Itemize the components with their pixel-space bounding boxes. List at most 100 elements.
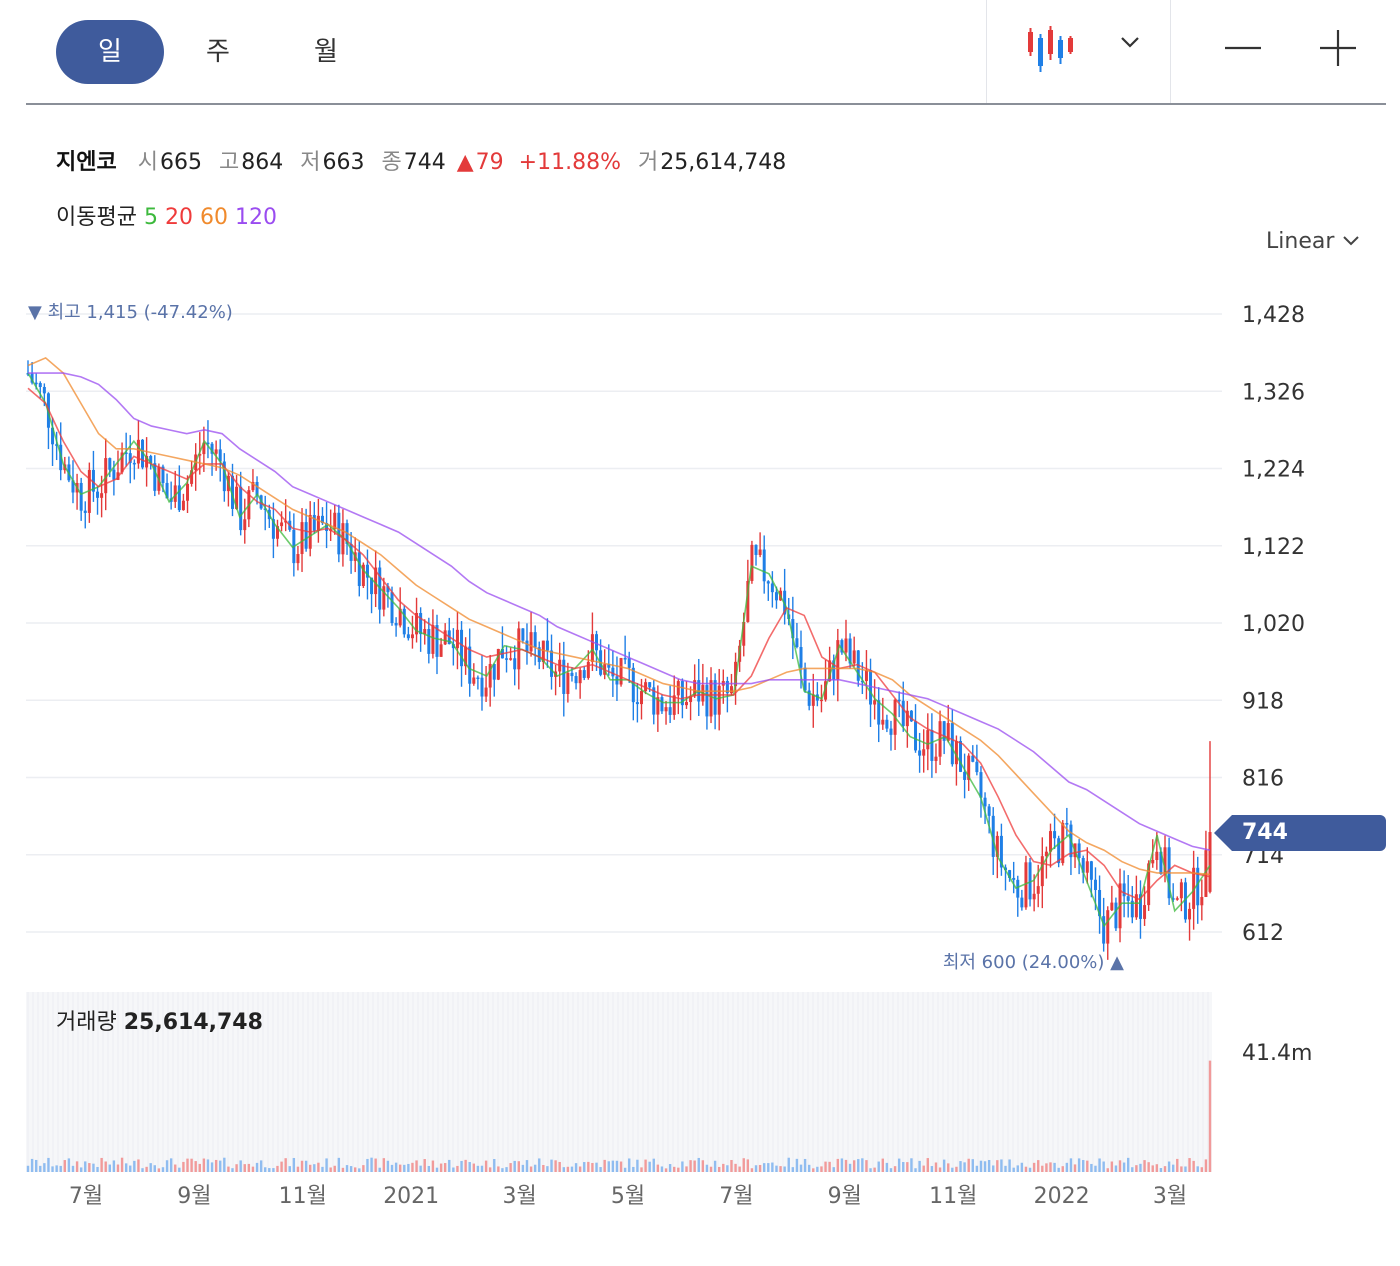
volume-bar: [247, 1163, 251, 1172]
candle-body: [361, 564, 365, 586]
volume-bar: [71, 1165, 75, 1172]
volume-bar: [476, 1165, 480, 1172]
volume-bar: [165, 1160, 169, 1172]
volume-bar: [619, 1161, 623, 1172]
volume-bar: [329, 1167, 332, 1172]
volume-bar: [284, 1158, 287, 1172]
volume-bar: [595, 1162, 598, 1172]
volume-bar: [820, 1166, 823, 1172]
volume-bar: [836, 1158, 840, 1172]
candlestick-icon[interactable]: [1024, 24, 1078, 74]
candle-body: [96, 491, 100, 498]
candle-body: [316, 515, 320, 531]
candle-body: [386, 586, 390, 593]
candle-body: [1020, 897, 1024, 908]
volume-bar: [309, 1164, 312, 1172]
candle-body: [525, 640, 529, 652]
volume-bar: [1045, 1163, 1048, 1172]
candle-body: [1106, 910, 1110, 944]
candle-body: [214, 449, 218, 454]
candle-body: [206, 442, 210, 445]
x-tick-label: 9월: [177, 1184, 211, 1209]
candle-body: [942, 721, 946, 741]
candle-body: [971, 755, 975, 762]
volume-bar: [394, 1162, 398, 1172]
candle-body: [1196, 867, 1200, 906]
candle-body: [995, 835, 999, 857]
volume-bar: [918, 1160, 921, 1172]
candle-body: [889, 728, 893, 735]
volume-bar: [910, 1158, 913, 1172]
candle-body: [619, 658, 623, 685]
volume-bar: [43, 1163, 46, 1172]
candle-body: [545, 640, 549, 651]
volume-panel: [26, 992, 1212, 1172]
chevron-down-icon[interactable]: [1118, 30, 1142, 54]
candle-body: [71, 480, 75, 493]
candle-body: [1065, 822, 1069, 825]
x-tick-label: 11월: [279, 1184, 327, 1209]
volume-bar: [407, 1163, 410, 1172]
volume-bar: [942, 1159, 946, 1172]
volume-bar: [1131, 1167, 1134, 1172]
candle-body: [1126, 896, 1130, 901]
volume-bar: [1020, 1162, 1024, 1172]
volume-bar: [321, 1166, 324, 1172]
zoom-in-button[interactable]: [1318, 28, 1358, 68]
volume-bar: [652, 1158, 655, 1172]
scale-toggle[interactable]: Linear: [1266, 229, 1361, 254]
candle-body: [533, 632, 537, 648]
x-tick-label: 5월: [611, 1184, 645, 1209]
candle-body: [873, 700, 877, 705]
volume-bar: [390, 1164, 394, 1172]
volume-bar: [288, 1166, 291, 1172]
candle-body: [394, 623, 398, 626]
candle-body: [1151, 859, 1155, 864]
volume-bar: [345, 1165, 349, 1172]
candle-body: [762, 549, 766, 582]
volume-bar: [1188, 1158, 1191, 1172]
volume-bar: [623, 1167, 627, 1172]
volume-bar: [190, 1158, 193, 1172]
toolbar-divider: [986, 0, 987, 104]
volume-bar: [194, 1161, 197, 1172]
volume-bar: [816, 1166, 819, 1172]
tab-month[interactable]: 월: [314, 37, 338, 67]
candle-body: [607, 664, 611, 668]
volume-bar: [137, 1159, 140, 1172]
zoom-out-button[interactable]: [1223, 28, 1263, 68]
candle-body: [709, 680, 713, 717]
volume-bar: [664, 1168, 668, 1172]
volume-bar: [738, 1166, 741, 1172]
candle-body: [79, 482, 83, 511]
candle-body: [1016, 879, 1020, 898]
volume-bar: [67, 1158, 71, 1172]
volume-bar: [902, 1161, 905, 1172]
volume-bar: [435, 1167, 439, 1172]
volume-bar: [975, 1165, 979, 1172]
candle-body: [1081, 857, 1085, 873]
volume-bar: [63, 1160, 67, 1172]
ma-line-120: [28, 372, 1211, 851]
candle-body: [251, 482, 255, 491]
tab-week[interactable]: 주: [206, 37, 230, 67]
candle-body: [431, 625, 435, 654]
candle-body: [210, 443, 214, 454]
volume-bar: [1049, 1162, 1052, 1172]
volume-bar: [881, 1158, 885, 1172]
volume-bar: [861, 1158, 864, 1172]
volume-bar: [922, 1165, 925, 1172]
candle-body: [758, 549, 762, 555]
candle-body: [987, 806, 991, 816]
volume-bar: [1143, 1160, 1146, 1172]
volume-bar: [992, 1165, 995, 1172]
volume-bar: [1208, 1060, 1212, 1172]
tab-day[interactable]: 일: [56, 20, 164, 84]
volume-bar: [1090, 1163, 1093, 1172]
volume-bar: [546, 1166, 549, 1172]
candle-body: [1098, 890, 1102, 917]
candle-body: [468, 646, 472, 684]
candle-body: [836, 640, 840, 680]
volume-bar: [967, 1158, 970, 1172]
